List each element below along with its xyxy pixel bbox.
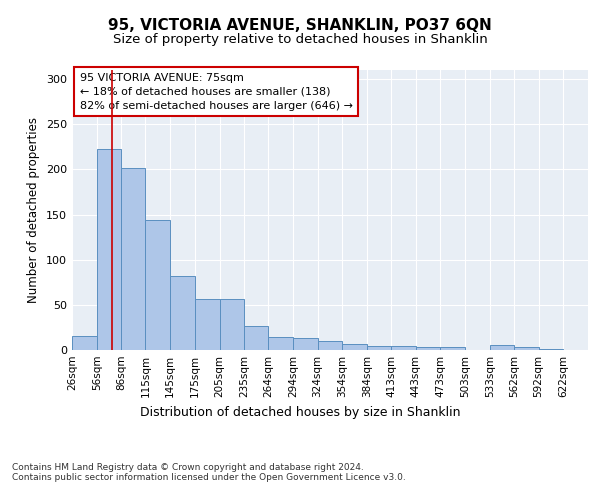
Text: Contains HM Land Registry data © Crown copyright and database right 2024.
Contai: Contains HM Land Registry data © Crown c…: [12, 462, 406, 482]
Bar: [539, 349, 563, 350]
Bar: [72, 336, 97, 350]
Bar: [121, 168, 145, 350]
Bar: [97, 150, 121, 350]
Bar: [317, 341, 343, 350]
Bar: [343, 344, 367, 350]
Bar: [367, 346, 391, 350]
Bar: [268, 338, 293, 350]
Y-axis label: Number of detached properties: Number of detached properties: [28, 117, 40, 303]
Text: Size of property relative to detached houses in Shanklin: Size of property relative to detached ho…: [113, 32, 487, 46]
Bar: [391, 346, 416, 350]
Text: 95 VICTORIA AVENUE: 75sqm
← 18% of detached houses are smaller (138)
82% of semi: 95 VICTORIA AVENUE: 75sqm ← 18% of detac…: [80, 73, 353, 111]
Bar: [490, 346, 514, 350]
Bar: [244, 326, 268, 350]
Bar: [195, 298, 220, 350]
Bar: [416, 348, 440, 350]
Bar: [440, 348, 465, 350]
Text: 95, VICTORIA AVENUE, SHANKLIN, PO37 6QN: 95, VICTORIA AVENUE, SHANKLIN, PO37 6QN: [108, 18, 492, 32]
Bar: [145, 220, 170, 350]
Bar: [293, 338, 317, 350]
Bar: [170, 276, 195, 350]
Text: Distribution of detached houses by size in Shanklin: Distribution of detached houses by size …: [140, 406, 460, 419]
Bar: [514, 348, 539, 350]
Bar: [220, 298, 244, 350]
